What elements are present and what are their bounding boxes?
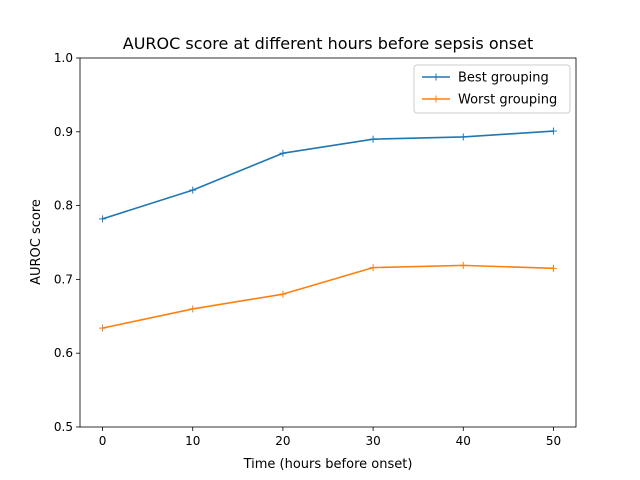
x-tick-label: 40 [456,434,471,448]
data-point-marker [369,264,377,272]
axes-frame [79,57,577,428]
y-tick-label: 1.0 [54,51,73,65]
x-tick-label: 50 [546,434,561,448]
legend-box [413,64,571,114]
series-line-2 [102,264,554,329]
y-tick-label: 0.7 [54,272,73,286]
y-tick-label: 0.6 [54,346,73,360]
data-point-marker [189,186,197,194]
y-tick-label: 0.8 [54,199,73,213]
data-point-marker [99,215,107,223]
x-tick-label: 0 [99,434,107,448]
data-point-marker [279,149,287,157]
legend: Best grouping Worst grouping [413,64,571,114]
data-point-marker [549,264,557,272]
x-axis-label: Time (hours before onset) [243,457,413,472]
legend-label: Best grouping [458,71,549,86]
data-point-marker [99,324,107,332]
data-point-marker [279,290,287,298]
data-point-marker [189,305,197,313]
legend-label: Worst grouping [458,93,557,108]
x-tick-label: 20 [275,434,290,448]
y-tick-label: 0.9 [54,125,73,139]
series-line-1 [102,130,554,220]
data-point-marker [369,135,377,143]
x-tick-label: 30 [365,434,380,448]
data-point-marker [459,133,467,141]
data-point-marker [459,261,467,269]
chart-title: AUROC score at different hours before se… [123,34,533,53]
x-tick-label: 10 [185,434,200,448]
y-tick-label: 0.5 [54,420,73,434]
y-axis-label: AUROC score [29,199,44,285]
plot-area: 0 10 20 30 40 50 0.5 0.6 0.7 0.8 0.9 1.0 [54,51,577,448]
data-point-marker [549,127,557,135]
